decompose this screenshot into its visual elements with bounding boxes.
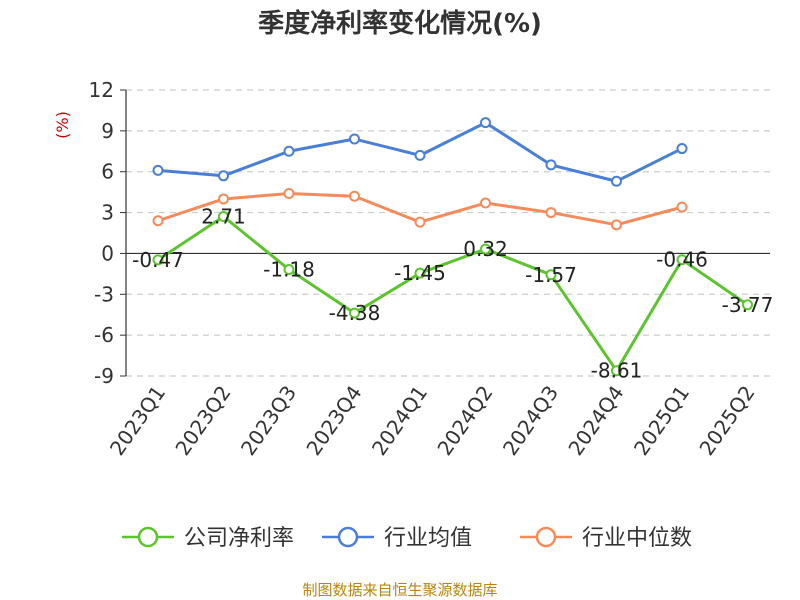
y-tick-label: -9 xyxy=(94,364,114,388)
data-label: 0.32 xyxy=(463,237,508,261)
legend-label[interactable]: 行业中位数 xyxy=(582,526,692,551)
grid-lines xyxy=(126,89,770,377)
x-tick-label: 2025Q1 xyxy=(629,381,694,460)
data-label: -1.45 xyxy=(394,261,446,285)
data-point[interactable] xyxy=(349,133,360,145)
y-tick-label: 6 xyxy=(101,160,114,184)
x-tick-label: 2023Q3 xyxy=(236,381,301,460)
chart-title: 季度净利率变化情况(%) xyxy=(258,8,542,39)
data-label: -8.61 xyxy=(591,359,643,383)
y-axis-unit: (%) xyxy=(53,111,72,139)
data-label: -4.38 xyxy=(329,301,381,325)
data-point[interactable] xyxy=(152,215,164,227)
source-note: 制图数据来自恒生聚源数据库 xyxy=(302,581,497,599)
legend-marker xyxy=(337,526,359,548)
data-label: -3.77 xyxy=(722,293,774,317)
data-point[interactable] xyxy=(218,193,229,205)
x-tick-label: 2025Q2 xyxy=(694,381,759,460)
legend-marker xyxy=(535,526,557,548)
data-label: 2.71 xyxy=(201,205,246,229)
y-tick-label: -3 xyxy=(94,282,114,306)
data-point[interactable] xyxy=(676,143,688,155)
data-point[interactable] xyxy=(676,201,688,213)
data-point[interactable] xyxy=(676,254,688,266)
y-tick-label: 0 xyxy=(101,241,114,265)
x-tick-label: 2024Q2 xyxy=(432,381,497,460)
data-point[interactable] xyxy=(283,263,295,275)
data-point[interactable] xyxy=(152,164,164,176)
data-label: -1.18 xyxy=(263,257,315,281)
x-tick-label: 2024Q4 xyxy=(563,381,628,460)
data-point[interactable] xyxy=(480,117,491,129)
data-label: -1.57 xyxy=(525,263,577,287)
data-point[interactable] xyxy=(218,211,229,223)
data-label: -0.47 xyxy=(132,248,184,272)
x-tick-label: 2023Q2 xyxy=(170,381,235,460)
data-point[interactable] xyxy=(545,269,557,281)
data-point[interactable] xyxy=(611,219,622,231)
series-lines xyxy=(152,117,753,377)
data-point[interactable] xyxy=(742,299,753,311)
x-tick-label: 2023Q4 xyxy=(301,381,366,460)
data-labels: -0.47 2.71 -1.18 -4.38 -1.45 0.32 -1.57 -8.61 -0… xyxy=(132,205,773,383)
data-point[interactable] xyxy=(349,307,360,319)
data-point[interactable] xyxy=(349,190,360,202)
x-tick-label: 2023Q1 xyxy=(105,381,170,460)
data-label: -0.46 xyxy=(656,248,708,272)
legend[interactable]: 公司净利率 行业均值 行业中位数 xyxy=(122,526,692,551)
data-point[interactable] xyxy=(545,159,557,171)
y-tick-label: 3 xyxy=(101,201,114,225)
data-point[interactable] xyxy=(414,149,426,161)
legend-marker xyxy=(137,526,159,548)
x-tick-label: 2024Q3 xyxy=(498,381,563,460)
y-tick-label: 12 xyxy=(89,78,114,102)
data-point[interactable] xyxy=(480,197,491,209)
data-point[interactable] xyxy=(152,254,164,266)
y-tick-label: -6 xyxy=(94,323,114,347)
data-point[interactable] xyxy=(283,145,295,157)
data-point[interactable] xyxy=(283,188,295,200)
data-point[interactable] xyxy=(611,365,622,377)
legend-label[interactable]: 公司净利率 xyxy=(184,526,294,551)
y-tick-label: 9 xyxy=(101,119,114,143)
data-point[interactable] xyxy=(480,243,491,255)
data-point[interactable] xyxy=(414,267,426,279)
series-line xyxy=(157,215,749,373)
legend-label[interactable]: 行业均值 xyxy=(384,526,472,551)
data-point[interactable] xyxy=(611,175,622,187)
data-point[interactable] xyxy=(414,216,426,228)
data-point[interactable] xyxy=(545,207,557,219)
x-tick-label: 2024Q1 xyxy=(367,381,432,460)
data-point[interactable] xyxy=(218,170,229,182)
